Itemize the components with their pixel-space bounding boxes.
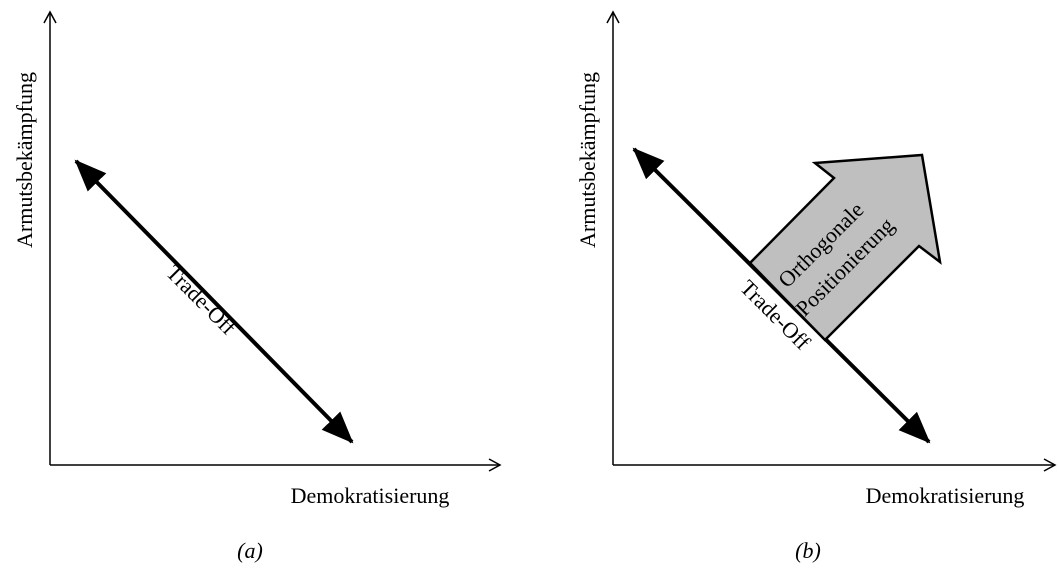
x-label: Demokratisierung	[291, 483, 450, 508]
panel-a: Armutsbekämpfung Demokratisierung Trade-…	[12, 10, 502, 563]
y-label: Armutsbekämpfung	[575, 72, 600, 248]
x-label: Demokratisierung	[866, 483, 1025, 508]
orthogonal-arrow	[748, 153, 942, 342]
panel-b: Armutsbekämpfung Demokratisierung Trade-…	[575, 10, 1057, 563]
trade-off-label: Trade-Off	[161, 260, 241, 340]
trade-off-arrow	[74, 159, 354, 444]
caption: (a)	[237, 538, 263, 563]
y-label: Armutsbekämpfung	[12, 72, 37, 248]
caption: (b)	[795, 538, 821, 563]
